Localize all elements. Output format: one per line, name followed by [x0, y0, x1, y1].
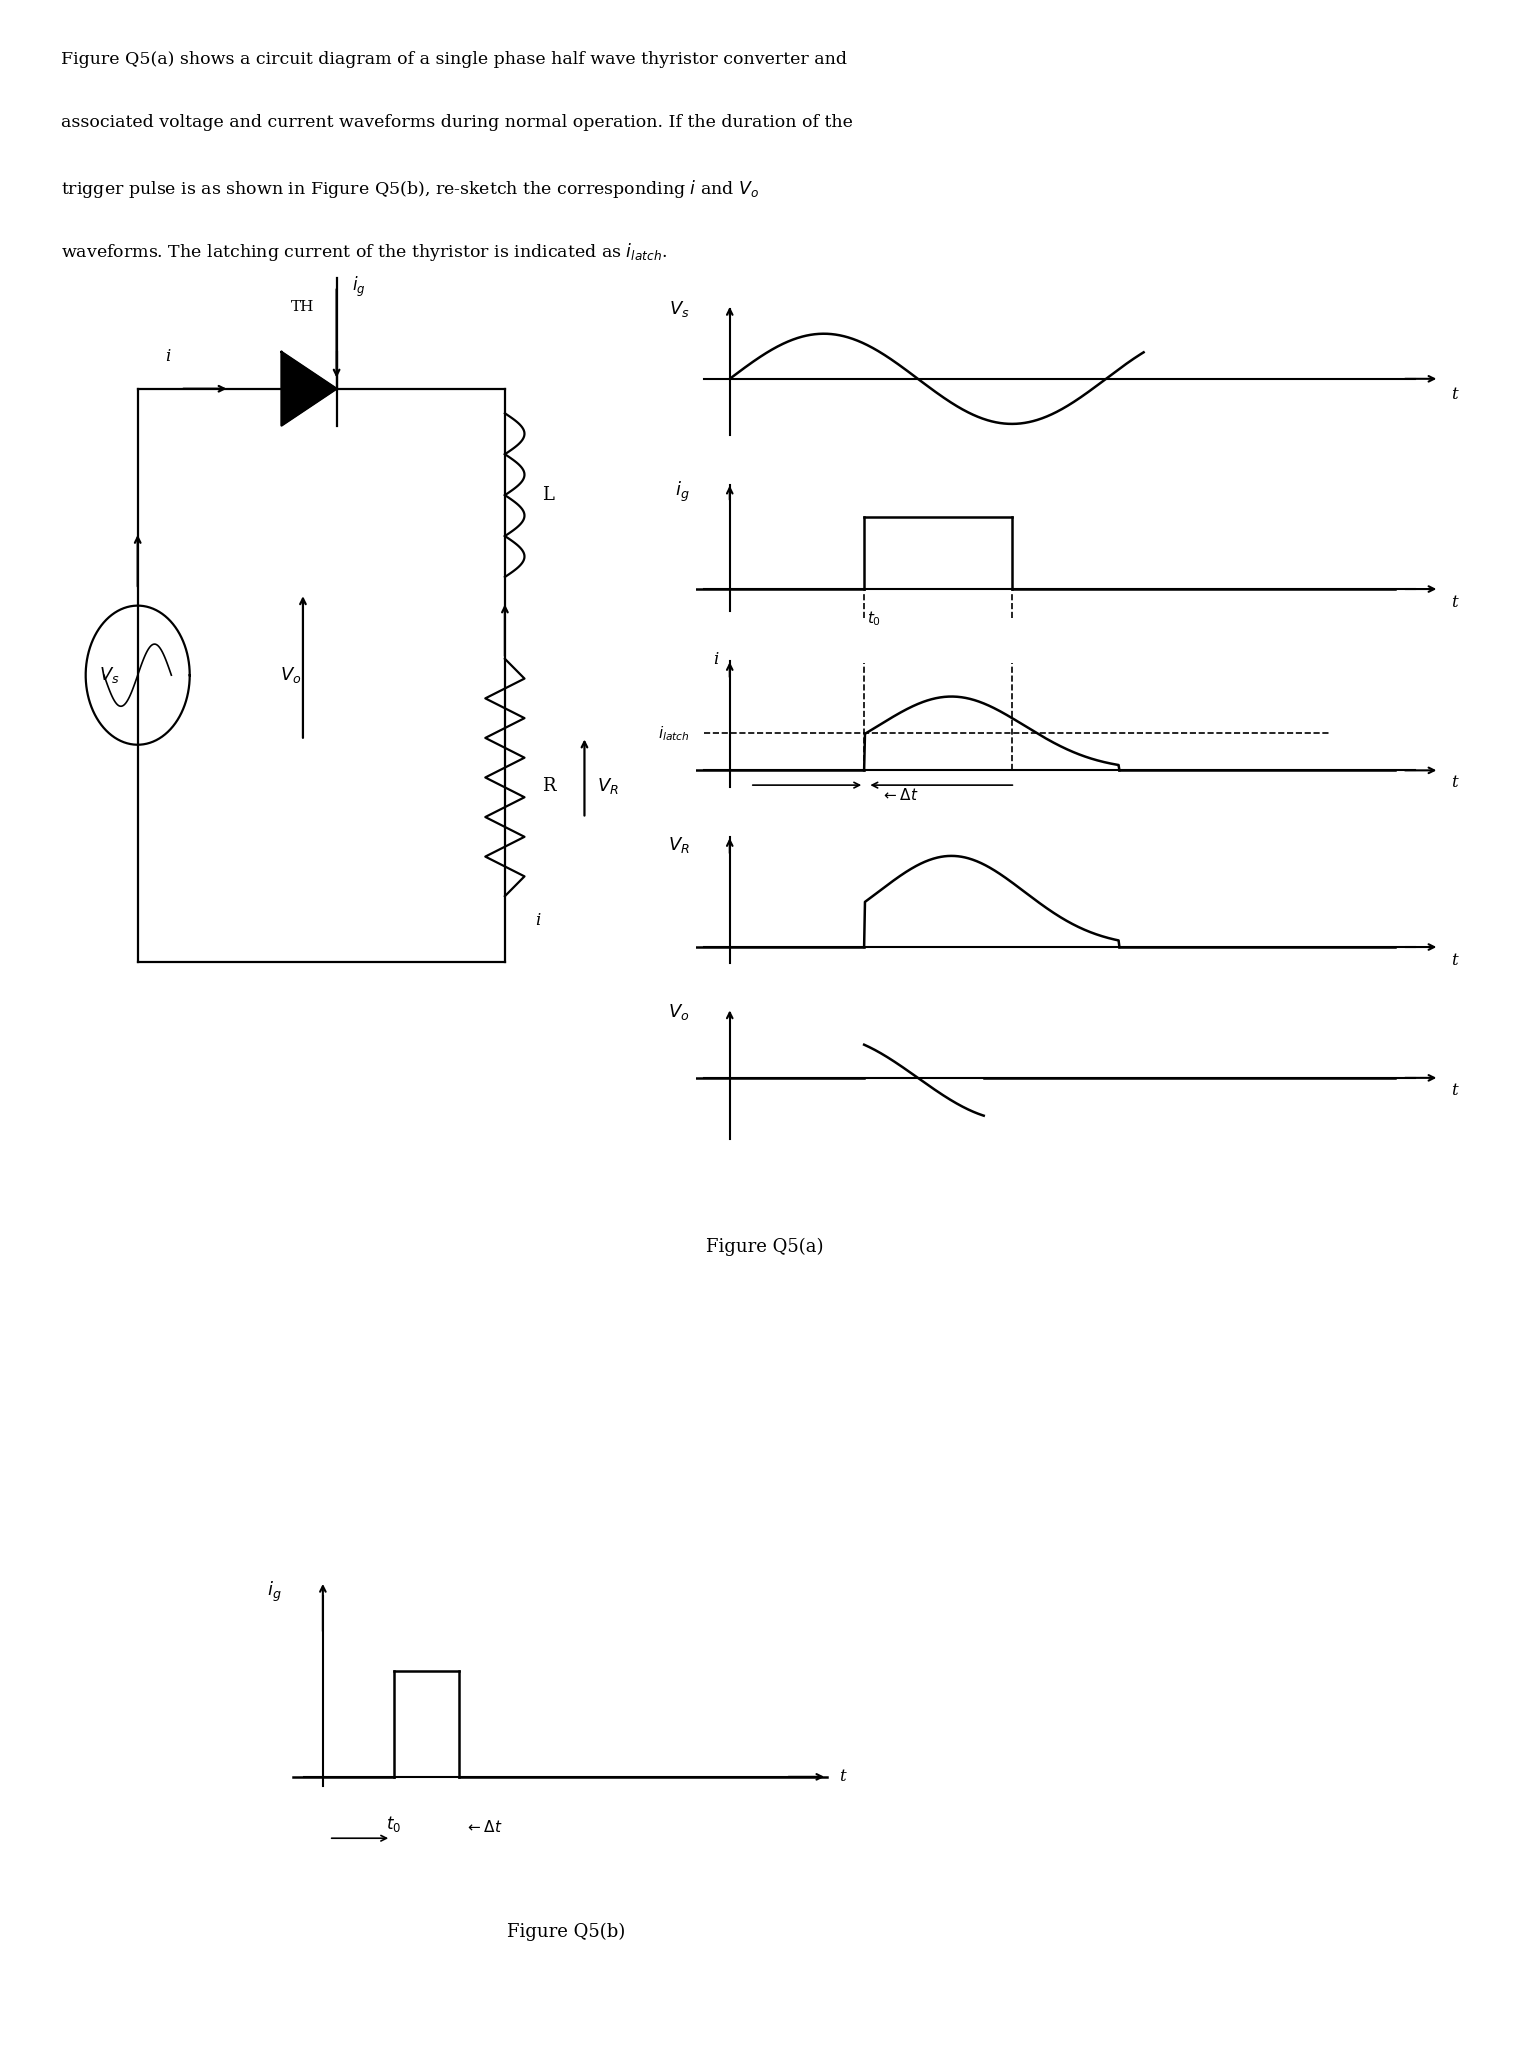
Text: Figure Q5(b): Figure Q5(b) — [506, 1923, 626, 1942]
Text: waveforms. The latching current of the thyristor is indicated as $i_{latch}$.: waveforms. The latching current of the t… — [61, 241, 667, 262]
Text: $t_0$: $t_0$ — [868, 610, 881, 628]
Text: $\leftarrow\Delta t$: $\leftarrow\Delta t$ — [465, 1819, 503, 1835]
Text: $\leftarrow\Delta t$: $\leftarrow\Delta t$ — [881, 788, 918, 804]
Text: t: t — [1450, 773, 1458, 790]
Text: Figure Q5(a) shows a circuit diagram of a single phase half wave thyristor conve: Figure Q5(a) shows a circuit diagram of … — [61, 51, 848, 68]
Text: TH: TH — [291, 301, 315, 313]
Text: $i_{latch}$: $i_{latch}$ — [658, 724, 690, 743]
Text: $i_g$: $i_g$ — [675, 479, 690, 503]
Text: L: L — [542, 487, 554, 503]
Text: $V_R$: $V_R$ — [597, 775, 618, 796]
Text: Figure Q5(a): Figure Q5(a) — [707, 1238, 823, 1256]
Text: trigger pulse is as shown in Figure Q5(b), re-sketch the corresponding $i$ and $: trigger pulse is as shown in Figure Q5(b… — [61, 178, 759, 201]
Text: i: i — [165, 348, 171, 364]
Text: associated voltage and current waveforms during normal operation. If the duratio: associated voltage and current waveforms… — [61, 115, 854, 131]
Text: $V_R$: $V_R$ — [667, 835, 690, 855]
Text: $i_g$: $i_g$ — [352, 274, 366, 299]
Text: t: t — [1450, 385, 1458, 403]
Text: $i_g$: $i_g$ — [266, 1580, 282, 1604]
Text: $t_0$: $t_0$ — [387, 1815, 401, 1833]
Text: i: i — [713, 651, 719, 669]
Text: i: i — [536, 913, 542, 929]
Text: t: t — [1450, 951, 1458, 970]
Polygon shape — [282, 352, 337, 426]
Text: $V_s$: $V_s$ — [669, 299, 690, 319]
Text: $V_o$: $V_o$ — [280, 665, 301, 685]
Text: t: t — [1450, 593, 1458, 612]
Text: $V_s$: $V_s$ — [99, 665, 119, 685]
Text: $V_o$: $V_o$ — [669, 1003, 690, 1023]
Text: t: t — [1450, 1082, 1458, 1099]
Text: t: t — [838, 1768, 846, 1786]
Text: R: R — [542, 777, 555, 794]
